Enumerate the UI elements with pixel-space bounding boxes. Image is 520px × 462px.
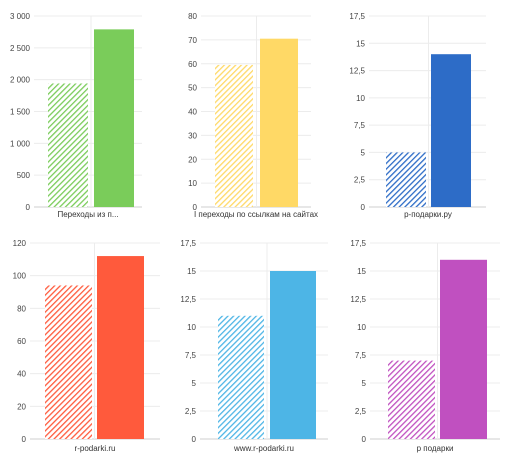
bar-previous-period[interactable] <box>388 360 435 439</box>
chart-panel-3: 0 2,5 5 7,5 10 12,5 15 17,5 p-подарки.ру <box>349 12 486 219</box>
bar-current-period[interactable] <box>94 29 134 208</box>
chart-panel-6: 0 2,5 5 7,5 10 12,5 15 17,5 р подарки <box>350 239 500 453</box>
y-tick-label: 70 <box>188 36 197 45</box>
chart-panel-1: 0 500 1 000 1 500 2 000 2 500 3 000 Переходы из… <box>10 12 142 219</box>
y-tick-label: 2 500 <box>10 44 31 53</box>
x-category-label: r-podarki.ru <box>75 444 116 453</box>
y-tick-label: 40 <box>188 108 197 117</box>
y-tick-label: 20 <box>188 155 197 164</box>
y-tick-label: 0 <box>26 203 31 212</box>
bar-current-period[interactable] <box>431 54 471 208</box>
y-tick-label: 10 <box>357 323 366 332</box>
bar-current-period[interactable] <box>260 38 298 208</box>
y-tick-label: 3 000 <box>10 12 31 21</box>
y-tick-label: 12,5 <box>180 295 196 304</box>
y-tick-label: 17,5 <box>350 239 366 248</box>
bar-current-period[interactable] <box>97 256 144 439</box>
x-category-label: Переходы из п... <box>57 210 118 219</box>
bar-current-period[interactable] <box>440 259 487 439</box>
x-category-label: р подарки <box>417 444 454 453</box>
y-tick-label: 60 <box>17 337 26 346</box>
y-tick-label: 2,5 <box>354 176 366 185</box>
y-tick-label: 120 <box>13 239 27 248</box>
y-tick-label: 7,5 <box>355 351 367 360</box>
y-tick-label: 5 <box>192 379 197 388</box>
y-tick-label: 80 <box>17 304 26 313</box>
y-tick-label: 2,5 <box>355 407 367 416</box>
y-tick-label: 15 <box>187 267 196 276</box>
y-tick-label: 1 500 <box>10 108 31 117</box>
bar-previous-period[interactable] <box>218 315 264 439</box>
x-category-label: www.r-podarki.ru <box>233 444 294 453</box>
bar-previous-period[interactable] <box>45 285 92 439</box>
bar-current-period[interactable] <box>270 271 316 439</box>
bar-previous-period[interactable] <box>48 83 88 207</box>
y-tick-label: 15 <box>356 39 365 48</box>
x-category-label: I переходы по ссылкам на сайтах <box>194 210 318 219</box>
y-tick-label: 10 <box>356 94 365 103</box>
y-tick-label: 80 <box>188 12 197 21</box>
y-tick-label: 20 <box>17 402 26 411</box>
y-tick-label: 7,5 <box>185 351 197 360</box>
chart-panel-4: 0 20 40 60 80 100 120 r-podarki.ru <box>13 239 160 453</box>
y-tick-label: 12,5 <box>349 67 365 76</box>
y-tick-label: 0 <box>361 203 366 212</box>
y-tick-label: 30 <box>188 131 197 140</box>
bar-previous-period[interactable] <box>386 152 426 207</box>
y-tick-label: 0 <box>22 435 27 444</box>
y-tick-label: 40 <box>17 370 26 379</box>
y-tick-label: 10 <box>187 323 196 332</box>
y-tick-label: 5 <box>362 379 367 388</box>
x-category-label: p-подарки.ру <box>404 210 452 219</box>
y-tick-label: 0 <box>192 435 197 444</box>
chart-panel-5: 0 2,5 5 7,5 10 12,5 15 17,5 www.r-podarki.ru <box>180 239 328 453</box>
y-tick-label: 100 <box>13 272 27 281</box>
y-tick-label: 15 <box>357 267 366 276</box>
y-tick-label: 1 000 <box>10 139 31 148</box>
chart-panel-2: 0 10 20 30 40 50 60 70 80 I переходы по ссылкам н… <box>188 12 318 219</box>
y-tick-label: 2,5 <box>185 407 197 416</box>
y-tick-label: 7,5 <box>354 121 366 130</box>
y-tick-label: 17,5 <box>180 239 196 248</box>
y-tick-label: 10 <box>188 179 197 188</box>
y-tick-label: 2 000 <box>10 76 31 85</box>
y-tick-label: 0 <box>362 435 367 444</box>
y-tick-label: 50 <box>188 84 197 93</box>
y-tick-label: 60 <box>188 60 197 69</box>
y-tick-label: 17,5 <box>349 12 365 21</box>
y-tick-label: 5 <box>361 148 366 157</box>
bar-previous-period[interactable] <box>215 64 253 207</box>
y-tick-label: 0 <box>193 203 198 212</box>
y-tick-label: 500 <box>17 171 31 180</box>
y-tick-label: 12,5 <box>350 295 366 304</box>
